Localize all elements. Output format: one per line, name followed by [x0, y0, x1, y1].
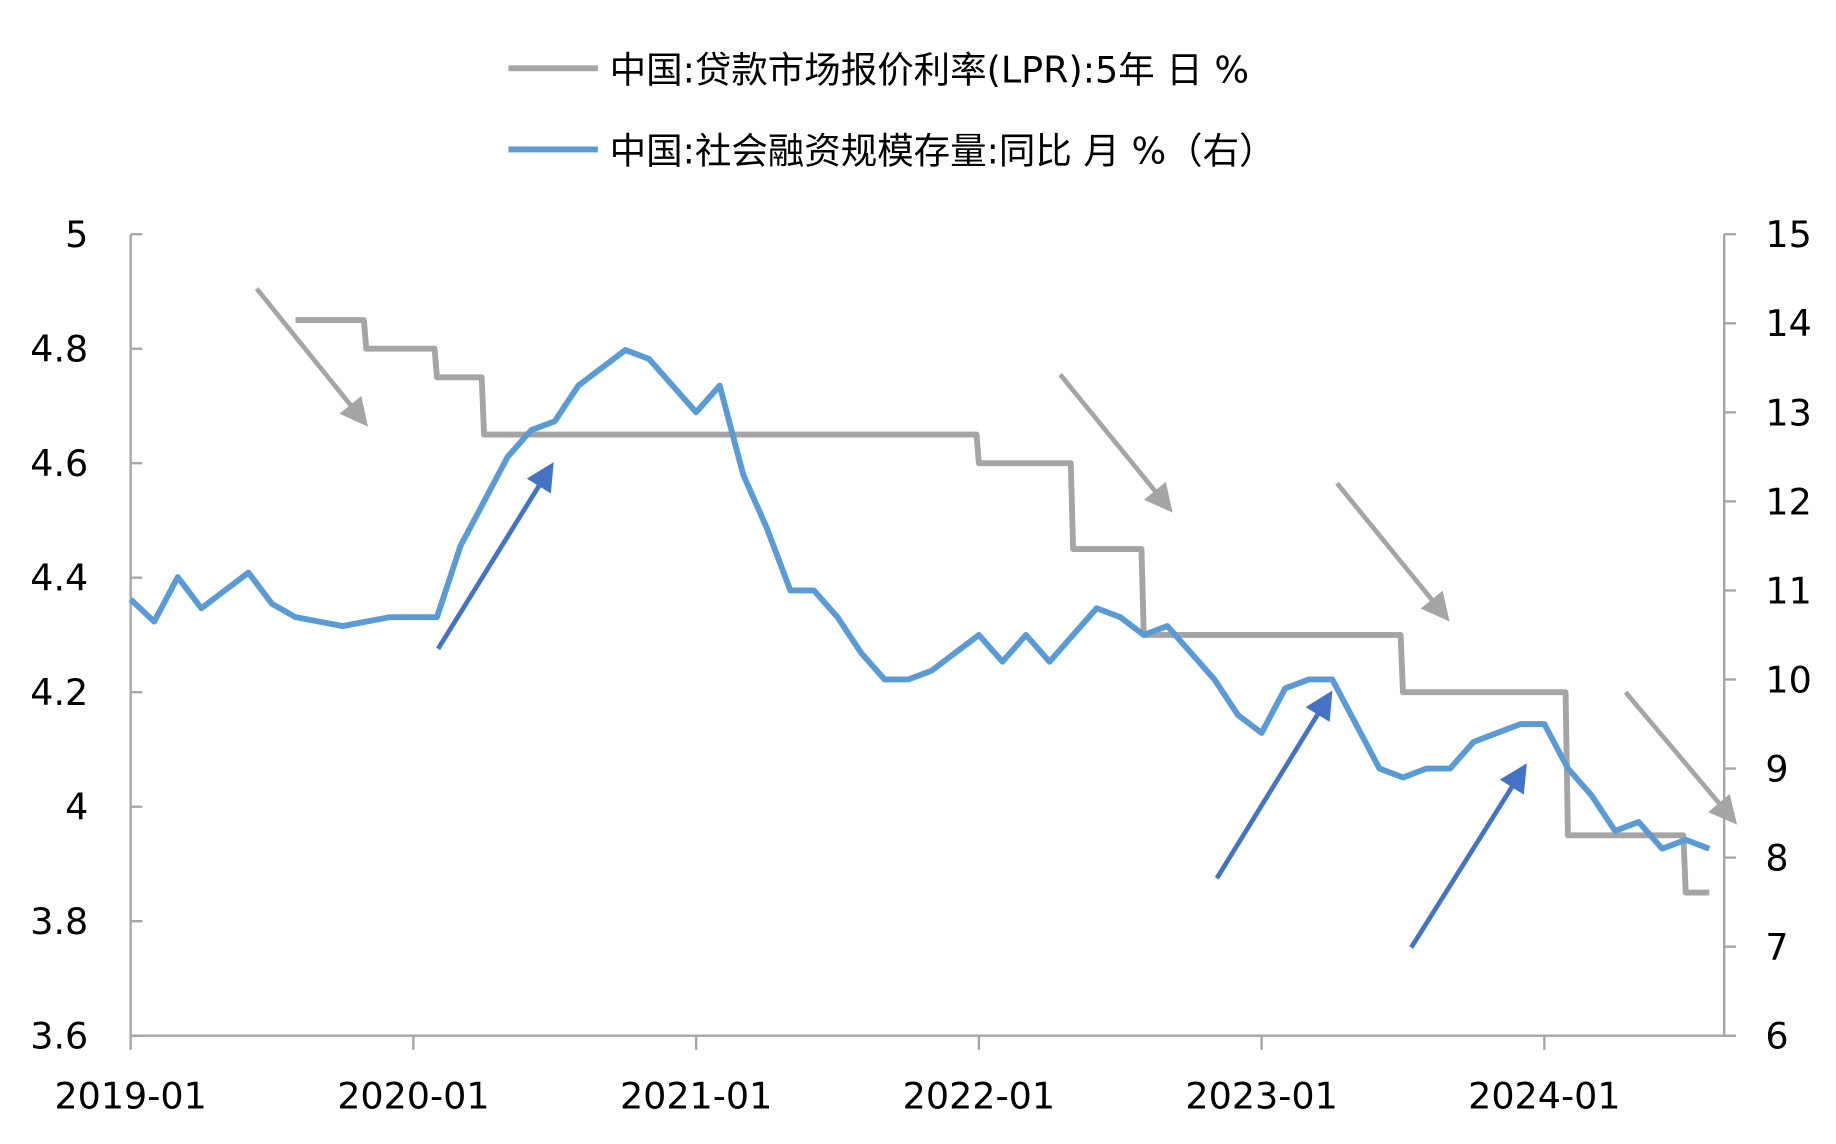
right-tick-label: 15 [1765, 213, 1811, 256]
series-line-lpr [295, 317, 1710, 896]
axes: 3.6 3.8 4 4.2 4.4 4.6 4.8 5 6 7 8 9 10 11 12 13 14 15 2019… [30, 213, 1812, 1118]
annotations [254, 287, 1738, 949]
right-tick-label: 14 [1765, 302, 1811, 345]
right-tick-label: 10 [1765, 658, 1811, 701]
right-tick-label: 8 [1765, 837, 1788, 880]
series-line-tsf [128, 347, 1711, 852]
left-tick-label: 4 [65, 786, 88, 829]
x-tick-label: 2023-01 [1185, 1075, 1337, 1118]
x-tick-label: 2020-01 [337, 1075, 489, 1118]
legend-label-tsf: 中国:社会融资规模存量:同比 月 %（右） [610, 130, 1276, 173]
left-tick-label: 5 [65, 213, 88, 256]
x-tick-label: 2019-01 [54, 1075, 206, 1118]
blue-trend-arrow [1409, 763, 1527, 949]
right-tick-label: 6 [1765, 1015, 1788, 1058]
gray-trend-arrow [1058, 372, 1173, 513]
gray-trend-arrow [254, 287, 369, 427]
series-lines [128, 317, 1711, 896]
gray-trend-arrow [1623, 690, 1738, 825]
legend-label-lpr: 中国:贷款市场报价利率(LPR):5年 日 % [610, 48, 1249, 91]
left-tick-label: 4.6 [30, 442, 88, 485]
right-tick-label: 13 [1765, 391, 1811, 434]
right-tick-label: 12 [1765, 480, 1811, 523]
gray-trend-arrow [1335, 481, 1450, 622]
legend: 中国:贷款市场报价利率(LPR):5年 日 % 中国:社会融资规模存量:同比 月… [508, 48, 1276, 173]
left-tick-label: 4.8 [30, 328, 88, 371]
left-tick-label: 3.6 [30, 1015, 88, 1058]
blue-trend-arrow [1214, 690, 1333, 880]
x-tick-label: 2024-01 [1468, 1075, 1620, 1118]
x-tick-label: 2022-01 [903, 1075, 1055, 1118]
left-tick-label: 4.4 [30, 557, 88, 600]
right-tick-label: 11 [1765, 569, 1811, 612]
right-tick-label: 7 [1765, 926, 1788, 969]
left-tick-label: 4.2 [30, 671, 88, 714]
right-tick-label: 9 [1765, 747, 1788, 790]
x-tick-label: 2021-01 [620, 1075, 772, 1118]
left-tick-label: 3.8 [30, 900, 88, 943]
blue-trend-arrow [436, 462, 554, 650]
